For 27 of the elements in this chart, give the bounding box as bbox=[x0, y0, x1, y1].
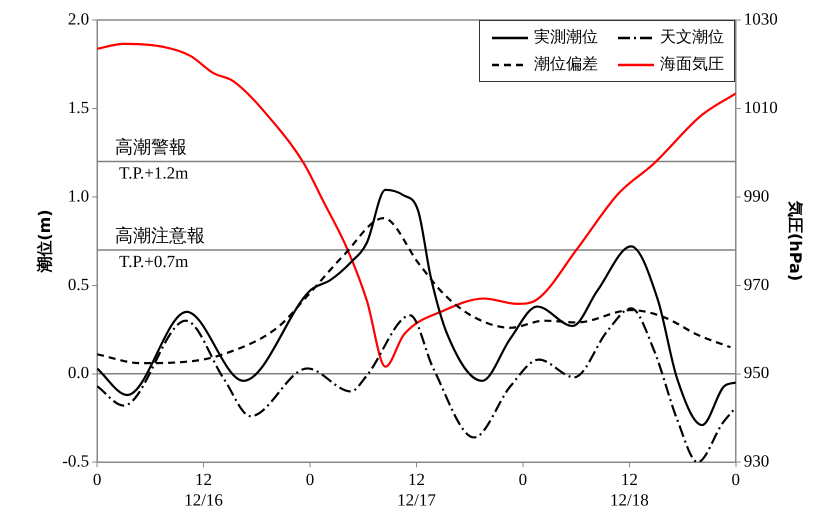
y2-tick-label: 990 bbox=[744, 186, 770, 206]
y-tick-label: 0.0 bbox=[68, 363, 90, 382]
y-axis-title: 潮位(m) bbox=[34, 209, 54, 274]
y2-axis-title: 気圧(hPa) bbox=[786, 200, 806, 282]
y-tick-label: 2.0 bbox=[68, 9, 90, 28]
legend-label: 天文潮位 bbox=[660, 27, 724, 48]
y-tick-label: 1.0 bbox=[68, 186, 90, 206]
y-tick-label: 1.5 bbox=[68, 98, 90, 117]
legend-label: 海面気圧 bbox=[660, 54, 724, 75]
x-tick-label: 0 bbox=[306, 470, 314, 489]
legend-label: 実測潮位 bbox=[534, 27, 598, 48]
y2-tick-label: 1010 bbox=[744, 98, 778, 117]
y2-tick-label: 930 bbox=[744, 452, 770, 471]
y2-tick-label: 1030 bbox=[744, 9, 778, 28]
y2-tick-label: 950 bbox=[744, 363, 770, 382]
x-tick-label: 0 bbox=[92, 470, 102, 489]
y-tick-label: 0.5 bbox=[68, 274, 90, 294]
y-tick-label: -0.5 bbox=[62, 452, 90, 471]
x-tick-label: 12 12/17 bbox=[397, 470, 436, 510]
ref-line-label: 高潮注意報 T.P.+0.7m bbox=[115, 226, 206, 271]
x-tick-label: 12 12/16 bbox=[184, 470, 223, 510]
x-tick-label: 0 bbox=[732, 470, 740, 489]
ref-line-label: 高潮警報 T.P.+1.2m bbox=[115, 137, 188, 182]
legend-label: 潮位偏差 bbox=[534, 54, 598, 75]
x-tick-label: 0 bbox=[518, 470, 528, 489]
y2-tick-label: 970 bbox=[744, 274, 770, 294]
x-tick-label: 12 12/18 bbox=[610, 470, 649, 510]
